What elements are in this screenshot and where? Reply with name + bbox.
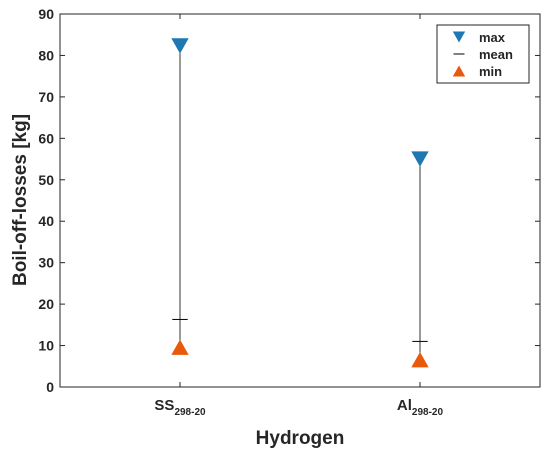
x-tick-label: Al298-20 <box>397 397 444 418</box>
min-marker <box>171 339 189 355</box>
x-tick-label-base: Al <box>397 397 412 414</box>
legend-label-min: min <box>479 64 502 79</box>
legend-label-mean: mean <box>479 47 513 62</box>
y-tick-label: 30 <box>38 255 54 271</box>
legend-marker-max <box>452 31 466 43</box>
plot-area-frame <box>59 13 541 388</box>
min-marker <box>411 351 429 368</box>
y-tick-label: 70 <box>38 89 54 105</box>
max-marker <box>411 151 429 167</box>
x-tick-label-subscript: 298-20 <box>412 407 444 418</box>
max-marker <box>171 38 189 54</box>
y-tick-label: 50 <box>38 172 54 188</box>
y-tick-label: 0 <box>46 379 54 395</box>
x-tick-label: SS298-20 <box>154 397 206 418</box>
legend-marker-min <box>452 65 466 77</box>
x-axis-label: Hydrogen <box>256 428 345 449</box>
x-tick-label-subscript: 298-20 <box>174 407 206 418</box>
y-tick-label: 40 <box>38 213 54 229</box>
y-tick-label: 90 <box>38 6 54 22</box>
y-tick-label: 60 <box>38 130 54 146</box>
x-tick-label-base: SS <box>154 397 174 414</box>
legend-label-max: max <box>479 30 506 45</box>
y-tick-label: 20 <box>38 296 54 312</box>
y-tick-label: 10 <box>38 338 54 354</box>
legend-box <box>436 24 530 84</box>
y-axis-label: Boil-off-losses [kg] <box>10 114 31 286</box>
y-tick-label: 80 <box>38 47 54 63</box>
